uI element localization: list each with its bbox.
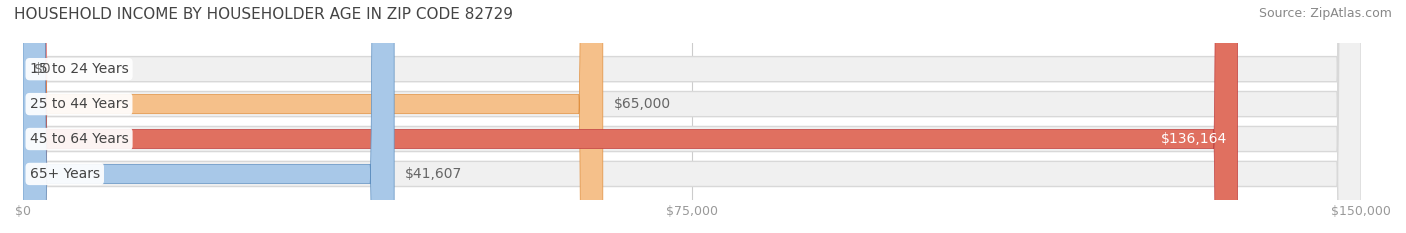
Text: $65,000: $65,000 bbox=[613, 97, 671, 111]
Text: $136,164: $136,164 bbox=[1161, 132, 1227, 146]
FancyBboxPatch shape bbox=[22, 0, 1361, 233]
Text: Source: ZipAtlas.com: Source: ZipAtlas.com bbox=[1258, 7, 1392, 20]
FancyBboxPatch shape bbox=[22, 0, 603, 233]
FancyBboxPatch shape bbox=[22, 0, 1361, 233]
FancyBboxPatch shape bbox=[22, 0, 394, 233]
Text: 65+ Years: 65+ Years bbox=[30, 167, 100, 181]
Text: $0: $0 bbox=[34, 62, 52, 76]
FancyBboxPatch shape bbox=[15, 0, 46, 233]
FancyBboxPatch shape bbox=[22, 0, 1361, 233]
Text: $41,607: $41,607 bbox=[405, 167, 463, 181]
FancyBboxPatch shape bbox=[22, 0, 1237, 233]
FancyBboxPatch shape bbox=[22, 0, 1361, 233]
Text: 45 to 64 Years: 45 to 64 Years bbox=[30, 132, 128, 146]
Text: HOUSEHOLD INCOME BY HOUSEHOLDER AGE IN ZIP CODE 82729: HOUSEHOLD INCOME BY HOUSEHOLDER AGE IN Z… bbox=[14, 7, 513, 22]
Text: 15 to 24 Years: 15 to 24 Years bbox=[30, 62, 128, 76]
Text: 25 to 44 Years: 25 to 44 Years bbox=[30, 97, 128, 111]
